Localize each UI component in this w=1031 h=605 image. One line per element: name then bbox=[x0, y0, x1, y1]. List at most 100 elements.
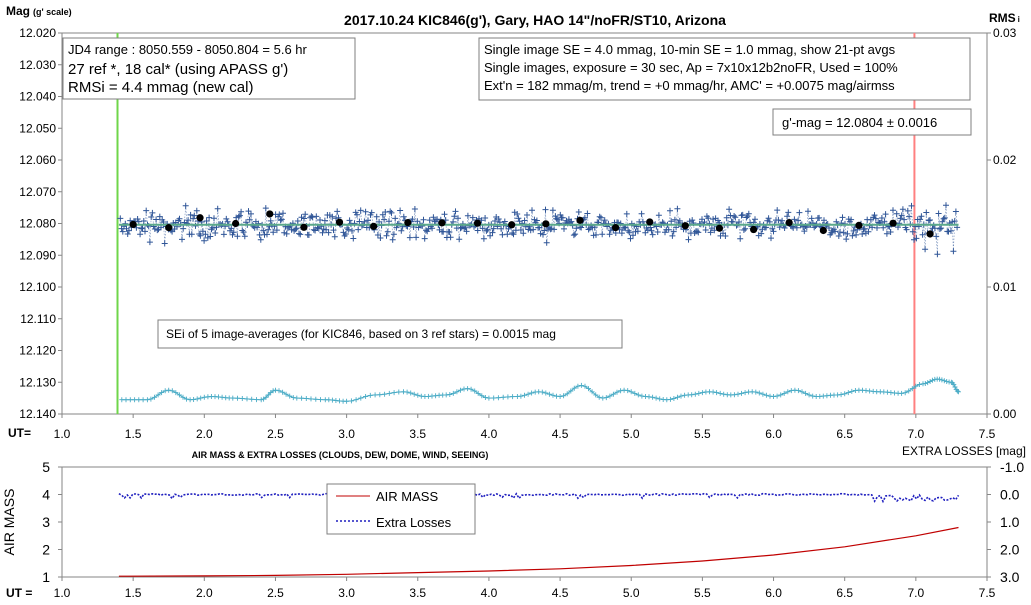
sei-point bbox=[614, 389, 620, 395]
sei-point bbox=[763, 392, 769, 398]
lightcurve-point bbox=[881, 218, 888, 225]
lightcurve-point bbox=[267, 217, 274, 224]
y-tick-label-right: 0.01 bbox=[993, 280, 1017, 294]
y-tick-label-right: 0.0 bbox=[1000, 487, 1020, 503]
sei-point bbox=[671, 396, 677, 401]
y-tick-label-left: 3 bbox=[42, 514, 50, 530]
avg-dot bbox=[335, 218, 344, 226]
sei-point bbox=[760, 391, 766, 397]
x-tick-label: 4.5 bbox=[552, 427, 569, 441]
annotation-right-line-1: Single image SE = 4.0 mmag, 10-min SE = … bbox=[484, 42, 896, 57]
sei-point bbox=[781, 390, 787, 396]
lightcurve-point bbox=[521, 217, 528, 224]
lightcurve-point bbox=[791, 216, 798, 223]
lightcurve-point bbox=[839, 214, 846, 221]
sei-point bbox=[230, 395, 236, 401]
avg-dot bbox=[508, 221, 516, 229]
lightcurve-point bbox=[702, 227, 709, 233]
lightcurve-point bbox=[302, 211, 309, 218]
x-tick-label: 5.0 bbox=[623, 427, 640, 441]
lightcurve-point bbox=[365, 217, 371, 224]
x-tick-label: 5.5 bbox=[694, 427, 711, 441]
lightcurve-point bbox=[223, 215, 230, 222]
x-tick-label: 1.0 bbox=[54, 586, 71, 600]
x-tick-label: 7.5 bbox=[979, 586, 996, 600]
sei-point bbox=[510, 394, 516, 400]
lightcurve-point bbox=[581, 214, 588, 221]
y-tick-label-right: 0.03 bbox=[993, 26, 1017, 40]
lightcurve-point bbox=[950, 248, 957, 255]
lightcurve-point bbox=[270, 229, 277, 236]
x-axis-top: 1.0 1.5 2.0 2.5 3.0 3.5 4.0 4.5 5.0 5.5 6.0 6.5 7.0 7… bbox=[54, 414, 996, 441]
lightcurve-point bbox=[689, 217, 696, 224]
sei-point bbox=[372, 392, 378, 398]
y-tick-label-left: 12.050 bbox=[19, 121, 56, 135]
sei-point bbox=[353, 397, 359, 403]
sei-point bbox=[803, 390, 809, 396]
sei-point bbox=[249, 396, 255, 402]
x-tick-label: 6.0 bbox=[765, 586, 782, 600]
sei-point bbox=[582, 383, 588, 389]
lightcurve-point bbox=[214, 205, 221, 212]
lightcurve-point bbox=[844, 230, 851, 237]
lightcurve-point bbox=[278, 216, 285, 223]
sei-point bbox=[937, 376, 943, 382]
sei-point bbox=[952, 384, 958, 390]
sei-point bbox=[842, 391, 848, 397]
lightcurve-point bbox=[606, 231, 613, 238]
avg-dot bbox=[611, 224, 620, 232]
sei-point bbox=[308, 396, 314, 402]
lightcurve-point bbox=[861, 225, 868, 232]
lightcurve-point bbox=[260, 227, 267, 234]
lightcurve-point bbox=[190, 215, 197, 222]
lightcurve-point bbox=[292, 226, 299, 233]
lightcurve-point bbox=[430, 214, 437, 221]
lightcurve-point bbox=[669, 232, 676, 239]
lightcurve-point bbox=[922, 246, 929, 253]
sei-point bbox=[486, 395, 492, 401]
sei-point bbox=[313, 396, 319, 402]
sei-point bbox=[303, 396, 309, 401]
y-tick-label-left: 2 bbox=[42, 542, 50, 558]
lightcurve-point bbox=[784, 213, 791, 220]
lightcurve-point bbox=[826, 225, 832, 231]
sei-point bbox=[721, 391, 727, 397]
avg-dot bbox=[681, 222, 689, 230]
lightcurve-point bbox=[119, 228, 126, 235]
sei-point bbox=[270, 388, 276, 394]
lightcurve-point bbox=[487, 232, 494, 239]
sei-point bbox=[475, 390, 481, 396]
avg-dot bbox=[370, 222, 378, 230]
sei-point bbox=[280, 389, 286, 395]
sei-point bbox=[632, 390, 638, 396]
lightcurve-point bbox=[623, 210, 630, 217]
lightcurve-point bbox=[479, 225, 486, 232]
lightcurve-point bbox=[918, 213, 925, 220]
plot-area-bottom bbox=[61, 466, 988, 578]
lightcurve-point bbox=[919, 231, 926, 238]
lightcurve-point bbox=[833, 218, 840, 225]
lightcurve-point bbox=[202, 231, 209, 238]
sei-point bbox=[144, 397, 150, 403]
avg-dot bbox=[750, 225, 758, 234]
avg-dot bbox=[232, 219, 240, 228]
lightcurve-point bbox=[420, 216, 427, 223]
sei-point bbox=[650, 394, 656, 400]
sei-point bbox=[561, 393, 567, 399]
sei-point bbox=[948, 379, 954, 385]
lightcurve-point bbox=[904, 207, 911, 214]
lightcurve-point bbox=[618, 230, 625, 237]
sei-point bbox=[929, 377, 935, 383]
lightcurve-point bbox=[731, 213, 738, 219]
avg-dot bbox=[300, 223, 308, 231]
lightcurve-point bbox=[695, 229, 702, 236]
lightcurve-point bbox=[414, 218, 421, 225]
lightcurve-point bbox=[134, 216, 141, 222]
sei-point bbox=[603, 395, 609, 401]
lightcurve-point bbox=[413, 234, 420, 241]
lightcurve-point bbox=[648, 227, 655, 234]
lightcurve-point bbox=[447, 234, 454, 241]
lightcurve-point bbox=[940, 215, 947, 222]
lightcurve-point bbox=[331, 233, 338, 240]
lightcurve-point bbox=[893, 210, 900, 217]
